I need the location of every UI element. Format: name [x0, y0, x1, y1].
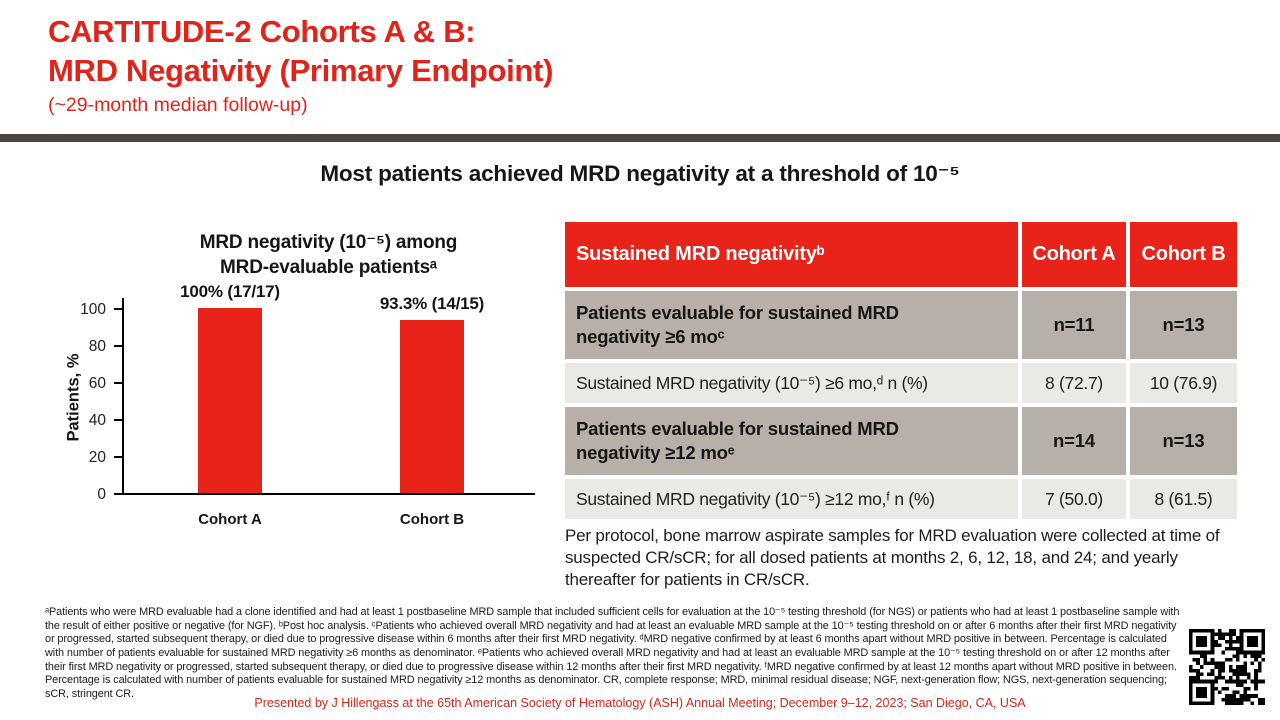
- x-axis-line: [122, 493, 535, 495]
- bar-value-label: 93.3% (14/15): [379, 294, 485, 314]
- key-message: Most patients achieved MRD negativity at…: [320, 161, 960, 186]
- table-header-cell: Sustained MRD negativityᵇ: [565, 222, 1018, 287]
- table-cell-cohort-a: n=11: [1022, 291, 1126, 359]
- table-cell-cohort-b: 8 (61.5): [1130, 479, 1237, 519]
- table-cell-cohort-b: n=13: [1130, 291, 1237, 359]
- table-cell-cohort-a: 8 (72.7): [1022, 363, 1126, 403]
- header-divider: [0, 134, 1280, 142]
- y-tick-label: 0: [97, 486, 106, 503]
- follow-up-subtitle: (~29-month median follow-up): [48, 94, 308, 116]
- chart-title-line-2: MRD-evaluable patientsᵃ: [220, 257, 437, 278]
- table-cell-cohort-a: 7 (50.0): [1022, 479, 1126, 519]
- page-title: CARTITUDE-2 Cohorts A & B: MRD Negativit…: [48, 12, 553, 90]
- table-cell-cohort-b: n=13: [1130, 407, 1237, 475]
- table-row-label: Sustained MRD negativity (10⁻⁵) ≥6 mo,ᵈ …: [565, 363, 1018, 403]
- qr-code-icon: [1189, 629, 1265, 705]
- slide-header: CARTITUDE-2 Cohorts A & B: MRD Negativit…: [48, 12, 553, 118]
- table-cell-cohort-a: n=14: [1022, 407, 1126, 475]
- table-row-label: Sustained MRD negativity (10⁻⁵) ≥12 mo,ᶠ…: [565, 479, 1018, 519]
- bar-chart-panel: MRD negativity (10⁻⁵) among MRD-evaluabl…: [60, 228, 550, 538]
- title-line-2: MRD Negativity (Primary Endpoint): [48, 53, 554, 88]
- y-tick-mark: [114, 493, 122, 495]
- x-category-label: Cohort A: [198, 511, 262, 528]
- sustained-mrd-table: Sustained MRD negativityᵇ Cohort A Cohort …: [565, 222, 1237, 519]
- bar-plot: 0 20 40 60 80 100 100% (17/17) Cohort A 93.3% (1…: [80, 282, 535, 528]
- table-cell-cohort-b: 10 (76.9): [1130, 363, 1237, 403]
- y-tick-label: 100: [80, 301, 106, 318]
- bar-cohort-a: [198, 308, 262, 493]
- title-line-1: CARTITUDE-2 Cohorts A & B:: [48, 14, 476, 49]
- chart-title-line-1: MRD negativity (10⁻⁵) among: [199, 232, 458, 253]
- y-tick-label: 80: [88, 338, 106, 355]
- bar-value-label: 100% (17/17): [180, 282, 280, 301]
- table-panel: Sustained MRD negativityᵇ Cohort A Cohort …: [565, 222, 1237, 591]
- y-tick-mark: [114, 345, 122, 347]
- protocol-note: Per protocol, bone marrow aspirate sampl…: [565, 526, 1220, 590]
- y-tick-label: 60: [88, 375, 106, 392]
- table-row-label: Patients evaluable for sustained MRD neg…: [565, 407, 1018, 475]
- table-header-cell: Cohort B: [1130, 222, 1237, 287]
- y-tick-mark: [114, 308, 122, 310]
- y-tick-label: 40: [88, 412, 106, 429]
- y-axis-line: [122, 298, 124, 495]
- y-tick-label: 20: [88, 449, 106, 466]
- table-row-label: Patients evaluable for sustained MRD neg…: [565, 291, 1018, 359]
- chart-title: MRD negativity (10⁻⁵) among MRD-evaluabl…: [122, 230, 535, 280]
- x-category-label: Cohort B: [399, 511, 465, 528]
- presenter-credit: Presented by J Hillengass at the 65th Am…: [254, 696, 1026, 710]
- y-tick-mark: [114, 456, 122, 458]
- table-header-cell: Cohort A: [1022, 222, 1126, 287]
- footnotes: ᵃPatients who were MRD evaluable had a c…: [45, 606, 1180, 700]
- y-tick-mark: [114, 419, 122, 421]
- bar-cohort-b: [400, 320, 464, 493]
- y-tick-mark: [114, 382, 122, 384]
